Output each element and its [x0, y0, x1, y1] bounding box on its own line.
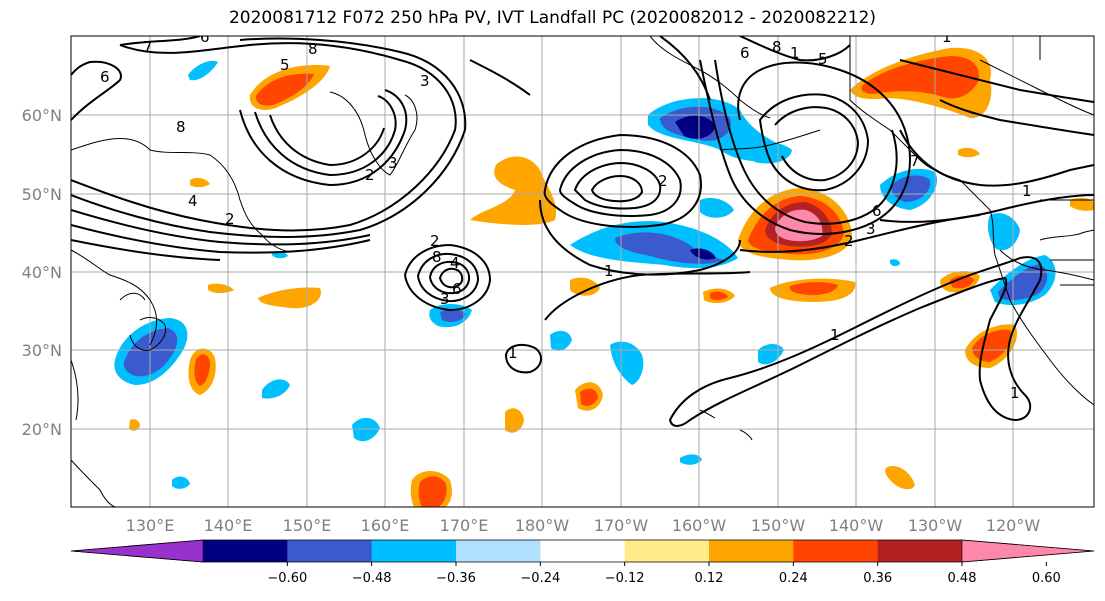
colorbar: −0.60 −0.48 −0.36 −0.24 −0.12 0.12 0.24 0.36 0.4…	[70, 539, 1095, 586]
svg-text:5: 5	[280, 56, 290, 74]
colorbar-tick-label: 0.12	[695, 571, 724, 586]
lon-label: 140°E	[204, 516, 253, 535]
svg-text:6: 6	[200, 28, 210, 46]
colorbar-segment	[203, 540, 288, 562]
pv-anomaly-shading	[114, 47, 1094, 507]
lon-label: 160°E	[361, 516, 410, 535]
lon-label: 130°W	[908, 516, 963, 535]
lon-label: 150°E	[283, 516, 332, 535]
svg-text:4: 4	[188, 192, 198, 210]
lat-label: 40°N	[22, 263, 62, 282]
svg-text:1: 1	[604, 262, 614, 280]
svg-text:1: 1	[830, 326, 840, 344]
colorbar-tick-label: −0.12	[605, 571, 645, 586]
svg-text:6: 6	[452, 280, 462, 298]
svg-text:8: 8	[432, 248, 442, 266]
svg-text:8: 8	[308, 40, 318, 58]
svg-text:2: 2	[225, 210, 235, 228]
svg-text:2: 2	[365, 166, 375, 184]
svg-text:1: 1	[1010, 384, 1020, 402]
longitude-labels: 130°E 140°E 150°E 160°E 170°E 180°W 170°…	[126, 516, 1041, 535]
svg-text:1: 1	[508, 344, 518, 362]
lon-label: 160°W	[672, 516, 727, 535]
lat-label: 60°N	[22, 106, 62, 125]
lon-label: 140°W	[829, 516, 884, 535]
colorbar-segment	[793, 540, 879, 562]
colorbar-segment	[371, 540, 457, 562]
map-plot-area: 7 6 8 6 5 3 8 2 4 2 3 2 6 8 1 2 4 3 6 1 …	[71, 28, 1094, 507]
svg-text:5: 5	[818, 50, 828, 68]
svg-text:1: 1	[942, 28, 952, 46]
colorbar-outline	[70, 539, 1095, 563]
svg-text:1: 1	[790, 44, 800, 62]
lon-label: 150°W	[751, 516, 806, 535]
svg-text:2: 2	[430, 232, 440, 250]
colorbar-tick-label: −0.24	[520, 571, 560, 586]
lon-label: 170°E	[440, 516, 489, 535]
lat-label: 20°N	[22, 420, 62, 439]
svg-text:2: 2	[844, 232, 854, 250]
lon-label: 170°W	[594, 516, 649, 535]
lon-label: 120°W	[986, 516, 1041, 535]
map-title: 2020081712 F072 250 hPa PV, IVT Landfall…	[228, 8, 876, 28]
svg-text:8: 8	[176, 118, 186, 136]
svg-text:2: 2	[658, 172, 668, 190]
colorbar-segment	[624, 540, 710, 562]
colorbar-tick-label: 0.24	[779, 571, 808, 586]
colorbar-segment	[456, 540, 541, 562]
colorbar-segment	[540, 540, 626, 562]
svg-text:7: 7	[910, 152, 920, 170]
map-frame	[70, 35, 1095, 508]
lat-label: 50°N	[22, 185, 62, 204]
svg-text:3: 3	[420, 72, 430, 90]
svg-text:3: 3	[440, 290, 450, 308]
colorbar-segment	[877, 540, 963, 562]
pv-contours	[71, 36, 1094, 427]
svg-text:4: 4	[450, 254, 460, 272]
svg-text:6: 6	[100, 68, 110, 86]
svg-text:6: 6	[740, 44, 750, 62]
colorbar-tick-label: 0.60	[1032, 571, 1061, 586]
contour-labels: 7 6 8 6 5 3 8 2 4 2 3 2 6 8 1 2 4 3 6 1 …	[100, 28, 1032, 402]
svg-text:8: 8	[772, 38, 782, 56]
svg-text:3: 3	[866, 220, 876, 238]
colorbar-tick-label: 0.36	[863, 571, 892, 586]
svg-text:3: 3	[388, 154, 398, 172]
latitude-labels: 60°N 50°N 40°N 30°N 20°N	[22, 106, 62, 439]
lon-label: 180°W	[515, 516, 570, 535]
lon-label: 130°E	[126, 516, 175, 535]
svg-text:6: 6	[872, 202, 882, 220]
svg-text:7: 7	[143, 38, 153, 56]
colorbar-extend-high	[961, 539, 1095, 563]
colorbar-tick-label: −0.36	[436, 571, 476, 586]
lat-label: 30°N	[22, 341, 62, 360]
colorbar-segment	[709, 540, 794, 562]
colorbar-tick-label: 0.48	[948, 571, 977, 586]
svg-text:1: 1	[1022, 182, 1032, 200]
colorbar-segment	[287, 540, 373, 562]
colorbar-extend-low	[70, 539, 204, 563]
colorbar-tick-label: −0.60	[267, 571, 307, 586]
colorbar-tick-label: −0.48	[352, 571, 392, 586]
